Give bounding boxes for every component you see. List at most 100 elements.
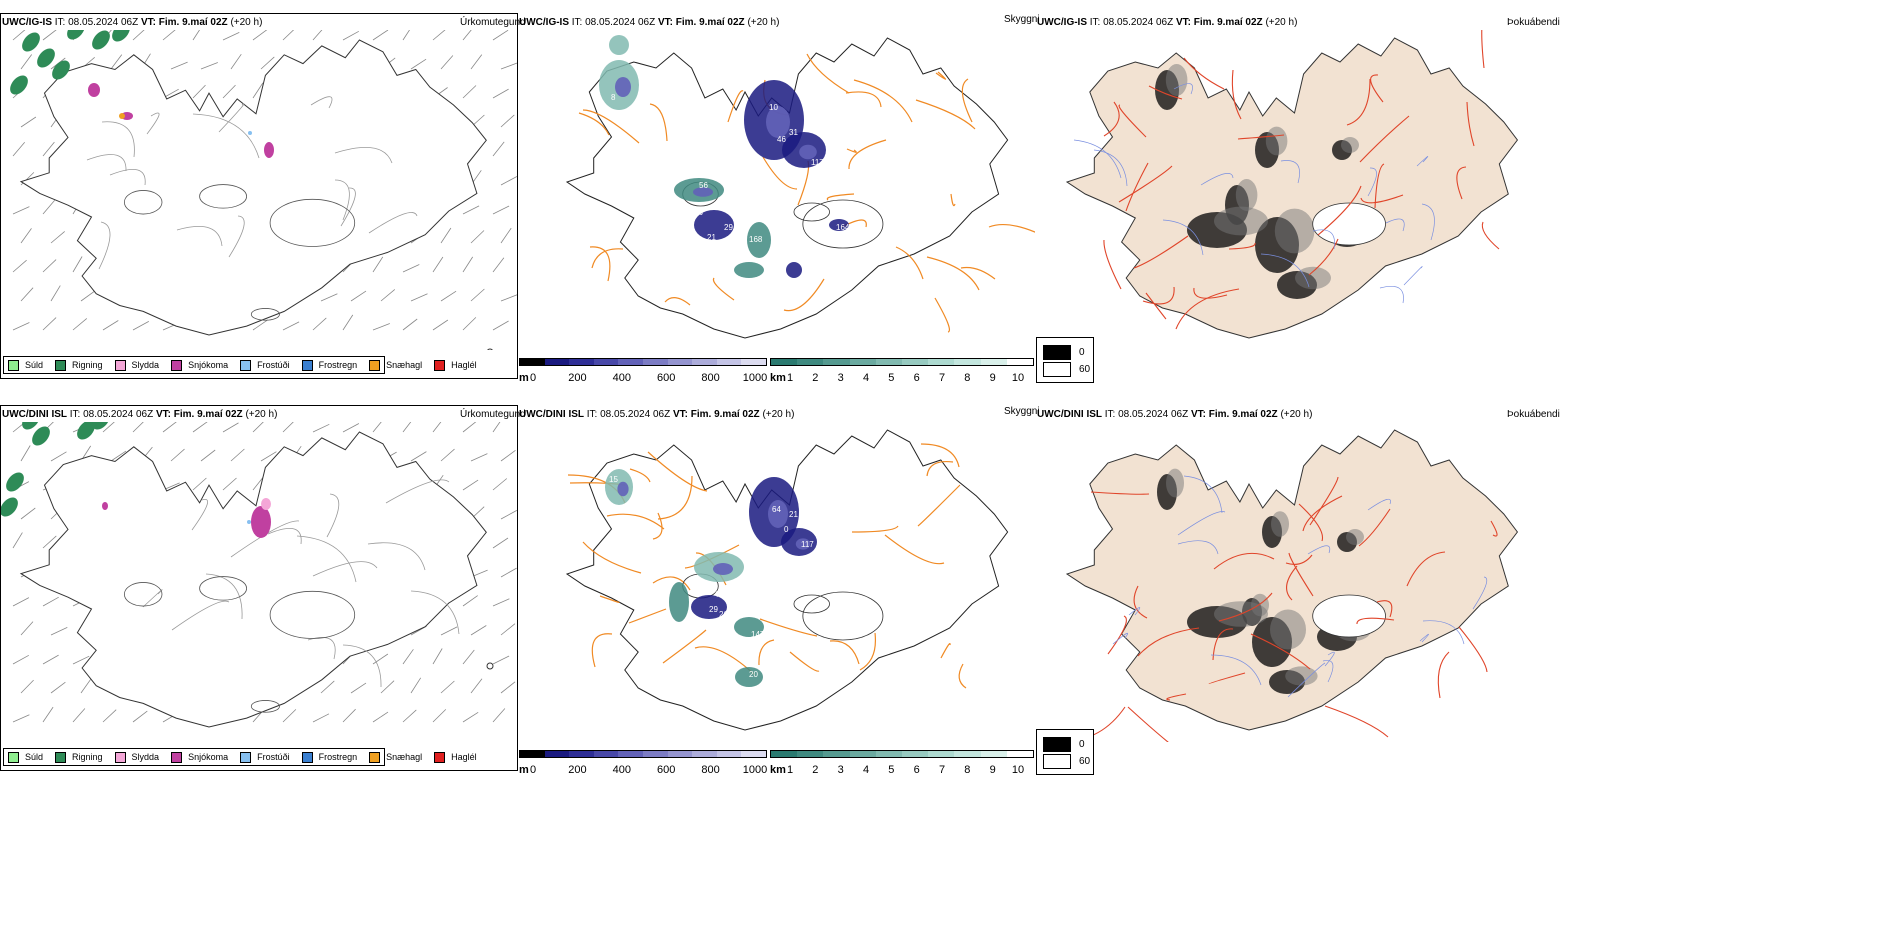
road-line xyxy=(340,187,356,227)
road-line xyxy=(591,633,613,668)
legend-label: Rigning xyxy=(72,360,103,370)
wind-barb xyxy=(260,451,277,462)
wind-barb xyxy=(80,290,96,302)
colorbar-tick: 5 xyxy=(888,764,895,776)
road-line xyxy=(1490,520,1498,537)
wind-barb xyxy=(492,320,509,331)
colorbar-segment xyxy=(849,751,876,757)
river-line xyxy=(1421,203,1435,241)
wind-barb xyxy=(432,319,449,331)
road-line xyxy=(1309,476,1339,526)
iceland-coastline xyxy=(1065,37,1519,339)
colorbar-segment xyxy=(716,359,742,365)
wind-barb xyxy=(470,54,483,70)
wind-barb xyxy=(12,597,30,607)
wind-barb xyxy=(72,318,88,331)
wind-barb xyxy=(500,62,517,70)
legend-label: Haglél xyxy=(451,752,477,762)
road-line xyxy=(171,600,230,631)
wind-barb xyxy=(312,317,327,331)
legend-swatch xyxy=(434,359,446,371)
legend-swatch xyxy=(114,359,126,371)
wind-barb xyxy=(462,317,477,331)
wind-barb xyxy=(320,680,335,694)
visibility-patch xyxy=(747,222,771,258)
wind-barb xyxy=(492,598,510,607)
iceland-coastline xyxy=(565,429,1009,731)
colorbar-segment xyxy=(797,359,824,365)
road-line xyxy=(657,475,693,520)
legend-item: Frostúði xyxy=(240,751,290,763)
glacier-outline xyxy=(199,184,248,209)
road-line xyxy=(310,96,333,109)
wind-barb xyxy=(500,623,516,636)
legend-swatch xyxy=(55,751,67,763)
colorbar-tick: 2 xyxy=(812,764,819,776)
wind-barb xyxy=(102,709,117,723)
road-line xyxy=(312,561,378,577)
road-line xyxy=(1133,585,1148,619)
station-marker xyxy=(487,348,493,350)
wind-barb xyxy=(372,653,389,665)
road-line xyxy=(1213,552,1275,570)
road-line xyxy=(917,484,961,527)
road-line xyxy=(1183,57,1225,90)
clear-area xyxy=(1312,202,1386,246)
rain-patch xyxy=(10,75,28,95)
legend-swatch xyxy=(171,359,183,371)
wind-barb xyxy=(342,708,356,723)
m-unit: m xyxy=(519,372,529,384)
river-line xyxy=(1403,266,1423,286)
road-line xyxy=(1103,101,1120,137)
road-line xyxy=(368,212,418,234)
rain-patch xyxy=(92,30,110,50)
visibility-value: 21 xyxy=(707,233,716,242)
wind-barb xyxy=(200,449,216,462)
visibility-patch xyxy=(786,262,802,278)
colorbar-tick: 1000 xyxy=(742,764,768,776)
colorbar-tick: 200 xyxy=(568,764,587,776)
colorbar-segment xyxy=(667,751,693,757)
colorbar-segment xyxy=(618,751,643,757)
wind-barb xyxy=(12,142,26,157)
road-line xyxy=(926,460,954,477)
legend-item: Snæhagl xyxy=(369,751,422,763)
visibility-km-colorbar-top: km 1 2 3 4 5 6 7 8 9 10 xyxy=(770,358,1034,386)
visibility-value: 29 xyxy=(724,223,733,232)
visibility-value: 31 xyxy=(789,128,798,137)
fog-halo xyxy=(1235,179,1258,211)
wind-barb xyxy=(500,114,515,128)
colorbar-tick: 3 xyxy=(837,764,844,776)
iceland-coastline xyxy=(19,431,487,728)
road-line xyxy=(649,103,668,142)
visibility-value: 20 xyxy=(749,670,758,679)
rain-patch xyxy=(6,472,24,492)
road-line xyxy=(853,79,913,123)
wind-barb xyxy=(492,655,510,665)
colorbar-tick: 600 xyxy=(657,764,676,776)
road-line xyxy=(727,90,744,123)
visibility-value: 8 xyxy=(611,93,616,102)
wind-barb xyxy=(402,30,410,41)
wind-barb xyxy=(222,84,236,99)
road-line xyxy=(960,266,996,280)
wind-barb xyxy=(500,176,517,186)
wind-barb xyxy=(20,287,34,302)
colorbar-segment xyxy=(875,751,903,757)
visibility-patch xyxy=(669,582,689,622)
river-line xyxy=(1307,545,1331,555)
iceland-coastline xyxy=(1065,429,1519,731)
road-line xyxy=(961,78,973,123)
wind-barb xyxy=(500,681,516,694)
wind-barb xyxy=(492,537,509,549)
colorbar-segment xyxy=(569,751,594,757)
rain-patch xyxy=(77,422,95,440)
iceland-coastline xyxy=(19,39,487,336)
colorbar-tick: 9 xyxy=(989,372,996,384)
wind-barb xyxy=(432,709,447,723)
road-line xyxy=(1285,554,1313,565)
legend-item: Frostregn xyxy=(301,359,357,371)
road-line xyxy=(829,640,860,665)
model-name: UWC/IG-IS xyxy=(2,17,52,28)
